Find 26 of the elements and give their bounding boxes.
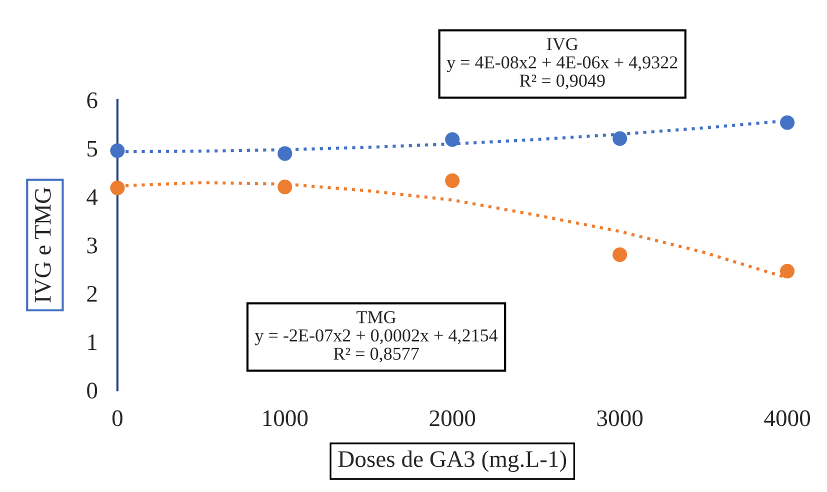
point	[110, 180, 125, 196]
point	[780, 115, 795, 130]
y-axis-title: IVG e TMG	[34, 188, 51, 302]
y-tick-label: 6	[87, 92, 98, 108]
point	[612, 247, 628, 262]
y-tick-label: 0	[87, 382, 98, 399]
point	[278, 180, 292, 194]
point	[278, 146, 292, 161]
y-tick-label: 2	[87, 286, 97, 302]
y-tick-label: 4	[86, 189, 98, 205]
point	[780, 264, 795, 278]
text: IVG y = 4E-08x2 + 4E-06x + 4,9322 R² = 0,9049	[446, 38, 678, 90]
point	[110, 143, 125, 158]
x-tick-label: 3000	[597, 410, 643, 426]
x-tick-label: 2000	[430, 410, 476, 426]
point	[612, 131, 628, 146]
y-tick-label: 3	[87, 238, 98, 254]
y-tick-label: 5	[88, 140, 98, 157]
y-tick-label: 1	[88, 334, 97, 350]
x-tick-label: 0	[112, 410, 122, 426]
x-tick-label: 4000	[764, 410, 810, 426]
annotation: TMG y = -2E-07x2 + 0,0002x + 4,2154 R² = 0,8577	[254, 311, 498, 362]
x-axis-title: Doses de GA3 (mg.L-1)	[338, 450, 566, 472]
x-tick-label: 1000	[263, 410, 308, 426]
point	[445, 132, 460, 147]
point	[445, 173, 460, 188]
